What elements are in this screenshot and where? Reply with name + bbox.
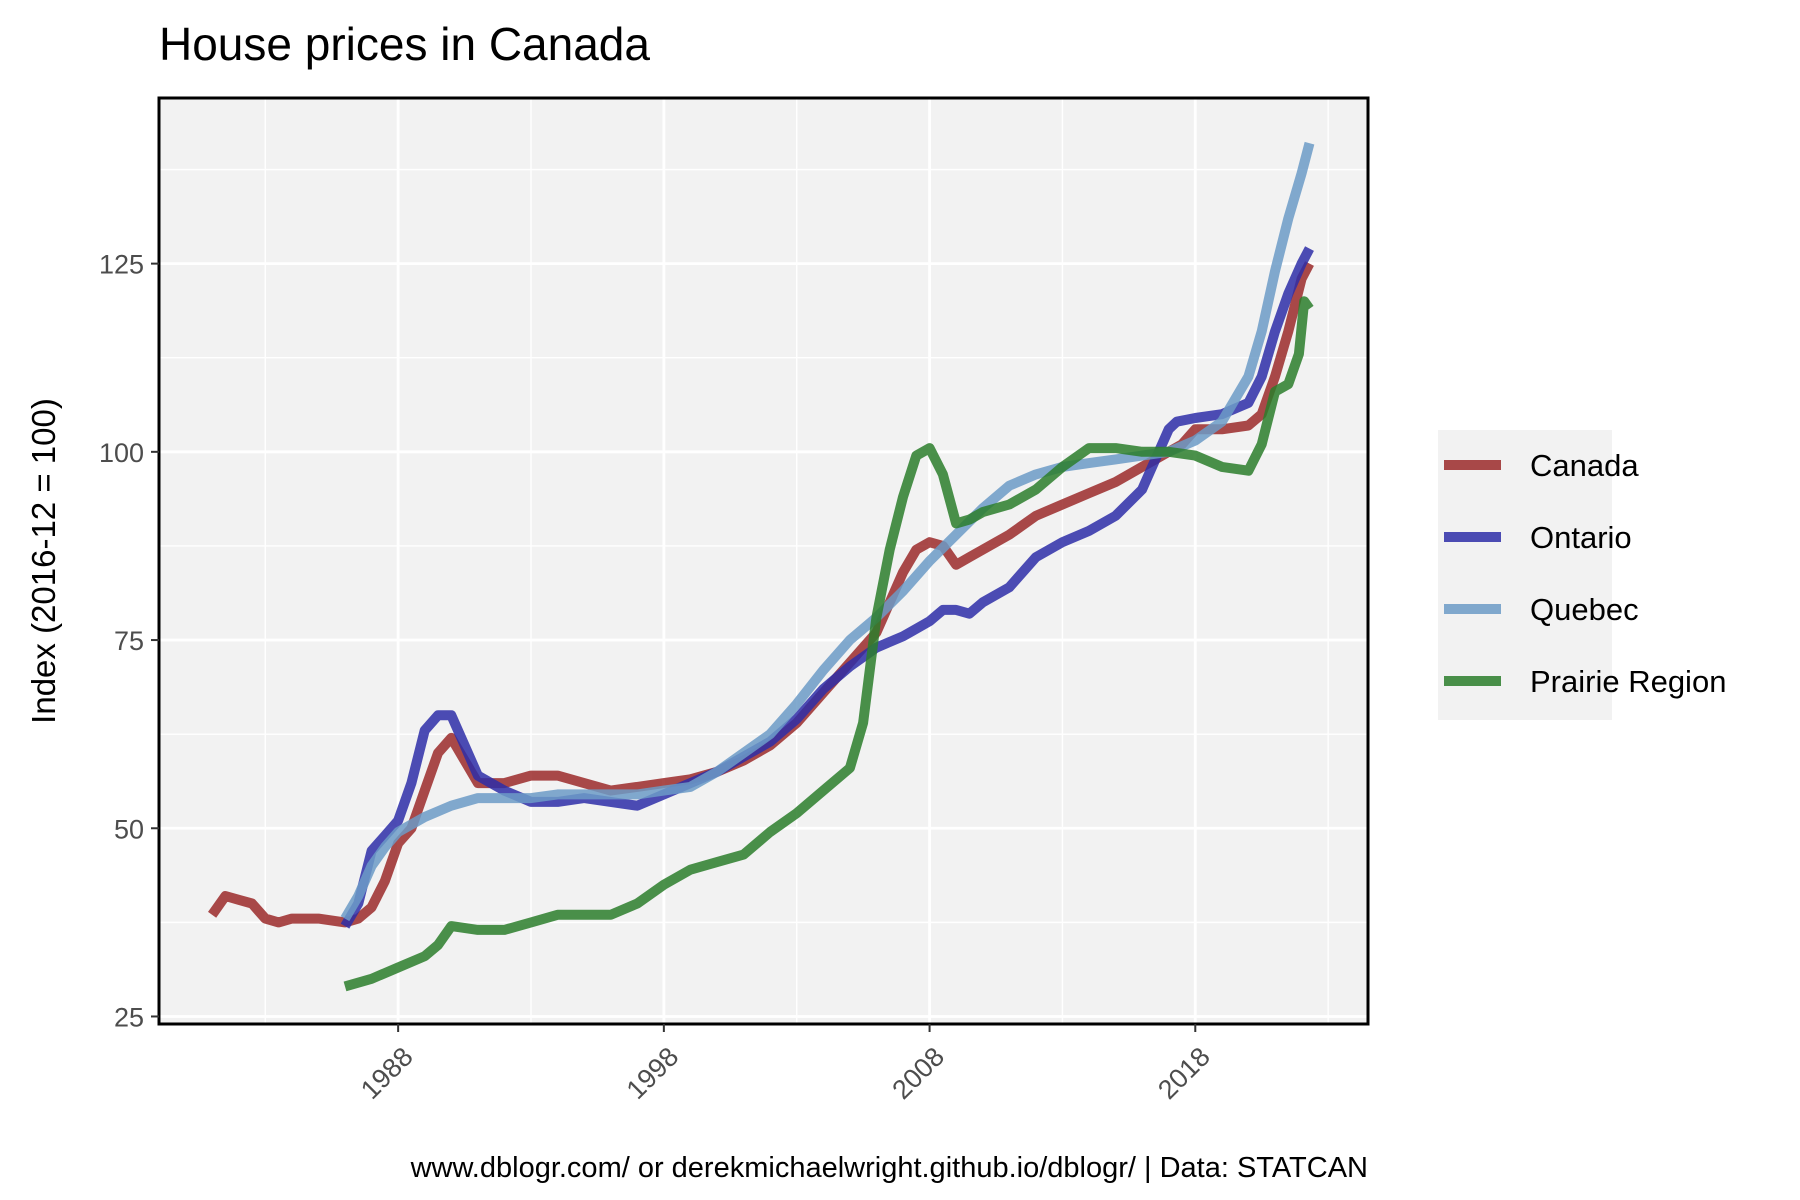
x-tick-label: 1988 xyxy=(355,1041,419,1105)
y-tick-label: 50 xyxy=(114,814,144,844)
x-axis: 1988 1998 2008 2018 xyxy=(355,1024,1216,1105)
x-tick-label: 1998 xyxy=(621,1041,685,1105)
y-axis: 25 50 75 100 125 xyxy=(99,250,159,1032)
y-tick-label: 100 xyxy=(99,438,144,468)
chart-caption: www.dblogr.com/ or derekmichaelwright.gi… xyxy=(410,1152,1368,1184)
legend-label: Canada xyxy=(1530,448,1639,483)
plot-panel xyxy=(159,98,1368,1024)
y-tick-label: 125 xyxy=(99,250,144,280)
y-axis-title: Index (2016-12 = 100) xyxy=(25,398,62,724)
x-tick-label: 2008 xyxy=(886,1041,950,1105)
chart-title: House prices in Canada xyxy=(159,18,650,70)
legend: Canada Ontario Quebec Prairie Region xyxy=(1444,448,1726,699)
series-line-quebec xyxy=(340,141,1315,922)
y-tick-label: 25 xyxy=(114,1002,144,1032)
legend-label: Quebec xyxy=(1530,592,1639,627)
x-tick-label: 2018 xyxy=(1152,1041,1216,1105)
plot-border xyxy=(157,96,1370,1026)
y-tick-label: 75 xyxy=(114,626,144,656)
legend-label: Prairie Region xyxy=(1530,664,1726,699)
legend-background xyxy=(1438,430,1612,720)
series-layer xyxy=(208,141,1315,992)
series-line-ontario xyxy=(340,246,1314,929)
series-line-prairie-region xyxy=(343,296,1314,992)
legend-label: Ontario xyxy=(1530,520,1632,555)
